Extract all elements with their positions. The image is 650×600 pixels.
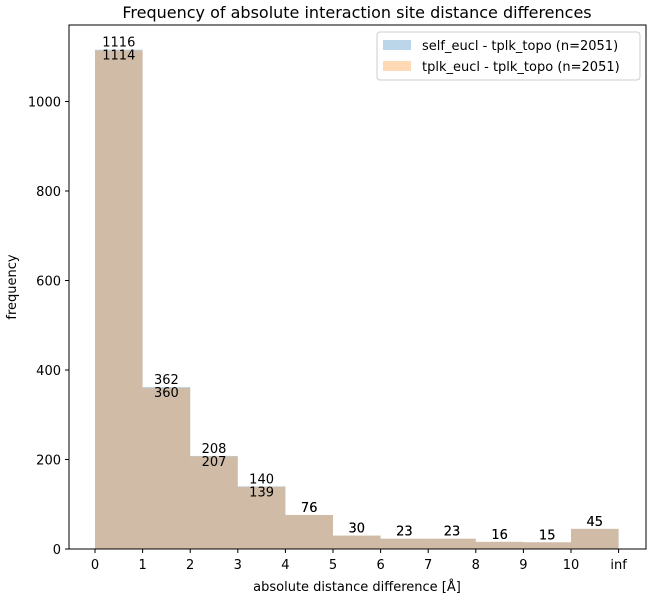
- x-axis-label: absolute distance difference [Å]: [253, 579, 461, 595]
- bar-series-1-bin-7: [428, 538, 476, 549]
- y-tick-label-5: 1000: [28, 96, 61, 111]
- data-label-series-1-bin-7: 23: [444, 525, 461, 540]
- bar-series-1-bin-6: [380, 538, 429, 549]
- data-label-series-1-bin-6: 23: [396, 525, 413, 540]
- x-tick-label-5: 5: [329, 558, 337, 573]
- bar-series-1-bin-8: [475, 541, 524, 549]
- x-tick-label-11: inf: [610, 558, 627, 573]
- data-label-series-1-bin-0: 1116: [102, 36, 135, 51]
- bar-series-1-bin-5: [333, 535, 381, 549]
- bar-series-2-bin-4: [285, 514, 333, 549]
- x-tick-label-2: 2: [186, 558, 194, 573]
- y-tick-label-4: 800: [36, 185, 61, 200]
- data-label-series-1-bin-3: 140: [249, 472, 274, 487]
- data-label-series-1-bin-1: 362: [154, 373, 179, 388]
- bar-series-2-bin-2: [190, 456, 238, 549]
- data-label-series-2-bin-2: 207: [202, 455, 227, 470]
- data-label-series-1-bin-5: 30: [349, 522, 366, 537]
- y-tick-label-2: 400: [36, 364, 61, 379]
- x-tick-label-4: 4: [281, 558, 289, 573]
- data-label-series-2-bin-10: 45: [587, 515, 604, 530]
- bar-series-2-bin-6: [380, 538, 429, 549]
- bar-series-1-bin-2: [190, 455, 238, 549]
- legend-swatch-series-2: [383, 61, 411, 71]
- data-label-series-1-bin-9: 15: [539, 528, 556, 543]
- legend-swatch-series-1: [383, 40, 411, 50]
- data-label-series-1-bin-2: 208: [202, 442, 227, 457]
- bar-series-2-bin-5: [333, 535, 381, 549]
- data-label-series-2-bin-9: 15: [539, 528, 556, 543]
- legend-label-series-1: self_eucl - tplk_topo (n=2051): [422, 39, 618, 54]
- data-label-series-1-bin-8: 16: [491, 528, 508, 543]
- x-tick-label-6: 6: [376, 558, 384, 573]
- data-label-series-2-bin-1: 360: [154, 386, 179, 401]
- bar-series-2-bin-3: [237, 486, 286, 549]
- x-tick-label-0: 0: [91, 558, 99, 573]
- bar-series-1-bin-9: [523, 542, 571, 549]
- bar-series-1-bin-1: [142, 387, 191, 549]
- y-axis: 0 200 400 600 800 1000: [28, 96, 69, 558]
- x-tick-label-8: 8: [472, 558, 480, 573]
- bar-series-2-bin-9: [523, 542, 571, 549]
- data-label-series-1-bin-10: 45: [587, 515, 604, 530]
- x-tick-label-1: 1: [138, 558, 146, 573]
- legend: self_eucl - tplk_topo (n=2051) tplk_eucl…: [376, 31, 641, 81]
- data-label-series-2-bin-0: 1114: [102, 49, 135, 64]
- data-label-series-2-bin-7: 23: [444, 525, 461, 540]
- bar-series-2-bin-8: [475, 541, 524, 549]
- x-tick-label-7: 7: [424, 558, 432, 573]
- bar-series-2-bin-7: [428, 538, 476, 549]
- legend-label-series-2: tplk_eucl - tplk_topo (n=2051): [422, 60, 620, 75]
- y-tick-label-0: 0: [53, 543, 61, 558]
- x-tick-label-9: 9: [519, 558, 527, 573]
- data-label-series-2-bin-3: 139: [249, 485, 274, 500]
- data-label-series-1-bin-4: 76: [301, 501, 318, 516]
- bar-series-2-bin-10: [571, 528, 619, 549]
- x-tick-label-3: 3: [234, 558, 242, 573]
- chart-title: Frequency of absolute interaction site d…: [122, 3, 591, 22]
- x-axis: 0 1 2 3 4 5 6 7 8 9 10 inf: [91, 549, 627, 573]
- x-tick-label-10: 10: [563, 558, 580, 573]
- data-label-series-2-bin-8: 16: [491, 528, 508, 543]
- y-tick-label-3: 600: [36, 275, 61, 290]
- legend-box: [376, 31, 641, 81]
- y-axis-label: frequency: [5, 254, 20, 320]
- bar-series-2-bin-1: [142, 387, 191, 549]
- bar-series-1-bin-4: [285, 514, 333, 549]
- data-label-series-2-bin-5: 30: [349, 522, 366, 537]
- data-label-series-2-bin-6: 23: [396, 525, 413, 540]
- y-tick-label-1: 200: [36, 454, 61, 469]
- bar-series-1-bin-10: [571, 528, 619, 549]
- bar-series-2-bin-0: [95, 50, 143, 549]
- data-label-series-2-bin-4: 76: [301, 501, 318, 516]
- axes-frame: [68, 24, 647, 550]
- bar-series-1-bin-0: [95, 49, 143, 549]
- bar-series-1-bin-3: [237, 486, 286, 549]
